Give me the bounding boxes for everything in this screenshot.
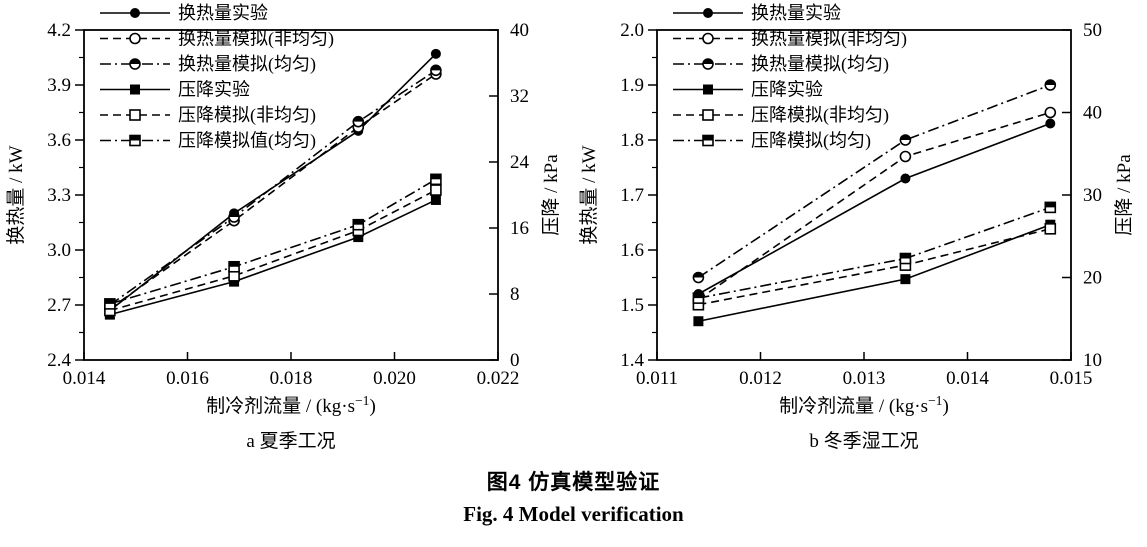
svg-text:压降模拟(均匀): 压降模拟(均匀) — [751, 131, 871, 152]
svg-text:0.022: 0.022 — [477, 368, 520, 389]
svg-text:1.8: 1.8 — [620, 130, 644, 151]
svg-text:2.0: 2.0 — [620, 20, 644, 41]
figure-caption-en: Fig. 4 Model verification — [463, 502, 684, 526]
svg-text:0: 0 — [510, 350, 520, 371]
svg-text:16: 16 — [510, 218, 529, 239]
svg-text:换热量模拟(均匀): 换热量模拟(均匀) — [751, 54, 889, 75]
svg-text:换热量实验: 换热量实验 — [751, 3, 841, 23]
svg-text:3.0: 3.0 — [47, 240, 71, 261]
svg-text:制冷剂流量 / (kg·s−1): 制冷剂流量 / (kg·s−1) — [779, 393, 949, 417]
svg-text:3.9: 3.9 — [47, 75, 71, 96]
svg-text:1.5: 1.5 — [620, 295, 644, 316]
svg-text:制冷剂流量 / (kg·s−1): 制冷剂流量 / (kg·s−1) — [206, 393, 376, 417]
svg-text:换热量模拟(非均匀): 换热量模拟(非均匀) — [178, 29, 334, 50]
svg-text:3.3: 3.3 — [47, 185, 71, 206]
svg-text:24: 24 — [510, 152, 530, 173]
svg-text:40: 40 — [1083, 103, 1102, 124]
svg-text:20: 20 — [1083, 268, 1102, 289]
svg-text:1.9: 1.9 — [620, 75, 644, 96]
svg-text:3.6: 3.6 — [47, 130, 71, 151]
svg-text:0.011: 0.011 — [636, 368, 678, 389]
svg-text:0.012: 0.012 — [739, 368, 782, 389]
svg-text:0.016: 0.016 — [166, 368, 209, 389]
winter-wet-condition-chart-canvas: 0.011 0.012 0.013 0.014 0.015 1.4 1.5 1.6 1.7 1.8… — [578, 3, 1135, 452]
svg-text:1.4: 1.4 — [620, 350, 644, 371]
svg-text:0.014: 0.014 — [946, 368, 989, 389]
svg-text:b 冬季湿工况: b 冬季湿工况 — [809, 430, 918, 452]
svg-text:2.7: 2.7 — [47, 295, 71, 316]
svg-text:1.7: 1.7 — [620, 185, 644, 206]
svg-text:压降 / kPa: 压降 / kPa — [540, 154, 562, 236]
svg-text:0.014: 0.014 — [63, 368, 106, 389]
svg-text:换热量模拟(均匀): 换热量模拟(均匀) — [178, 54, 316, 75]
svg-text:0.020: 0.020 — [373, 368, 416, 389]
svg-text:压降实验: 压降实验 — [751, 80, 823, 100]
svg-text:换热量 / kW: 换热量 / kW — [578, 145, 600, 244]
svg-text:10: 10 — [1083, 350, 1102, 371]
figure-caption: 图4 仿真模型验证 Fig. 4 Model verification — [0, 468, 1147, 530]
svg-text:8: 8 — [510, 284, 520, 305]
charts-row: 0.014 0.016 0.018 0.020 0.022 2.4 2.7 3.0 3.3 3.6… — [5, 3, 1135, 452]
svg-text:0.013: 0.013 — [843, 368, 886, 389]
svg-text:压降模拟(非均匀): 压降模拟(非均匀) — [178, 105, 316, 126]
figure-caption-zh: 图4 仿真模型验证 — [486, 471, 661, 494]
svg-text:4.2: 4.2 — [47, 20, 71, 41]
svg-text:压降 / kPa: 压降 / kPa — [1113, 154, 1135, 236]
svg-text:0.018: 0.018 — [270, 368, 313, 389]
svg-text:40: 40 — [510, 20, 529, 41]
svg-text:32: 32 — [510, 86, 529, 107]
svg-text:换热量模拟(非均匀): 换热量模拟(非均匀) — [751, 29, 907, 50]
summer-condition-chart-canvas: 0.014 0.016 0.018 0.020 0.022 2.4 2.7 3.0 3.3 3.6… — [5, 3, 562, 452]
svg-text:压降实验: 压降实验 — [178, 80, 250, 100]
svg-text:压降模拟值(均匀): 压降模拟值(均匀) — [178, 131, 316, 152]
svg-text:压降模拟(非均匀): 压降模拟(非均匀) — [751, 105, 889, 126]
svg-text:50: 50 — [1083, 20, 1102, 41]
svg-text:换热量实验: 换热量实验 — [178, 3, 268, 23]
svg-text:2.4: 2.4 — [47, 350, 71, 371]
svg-text:a 夏季工况: a 夏季工况 — [246, 430, 335, 452]
svg-text:换热量 / kW: 换热量 / kW — [5, 145, 27, 244]
svg-text:1.6: 1.6 — [620, 240, 644, 261]
svg-text:30: 30 — [1083, 185, 1102, 206]
svg-text:0.015: 0.015 — [1050, 368, 1093, 389]
